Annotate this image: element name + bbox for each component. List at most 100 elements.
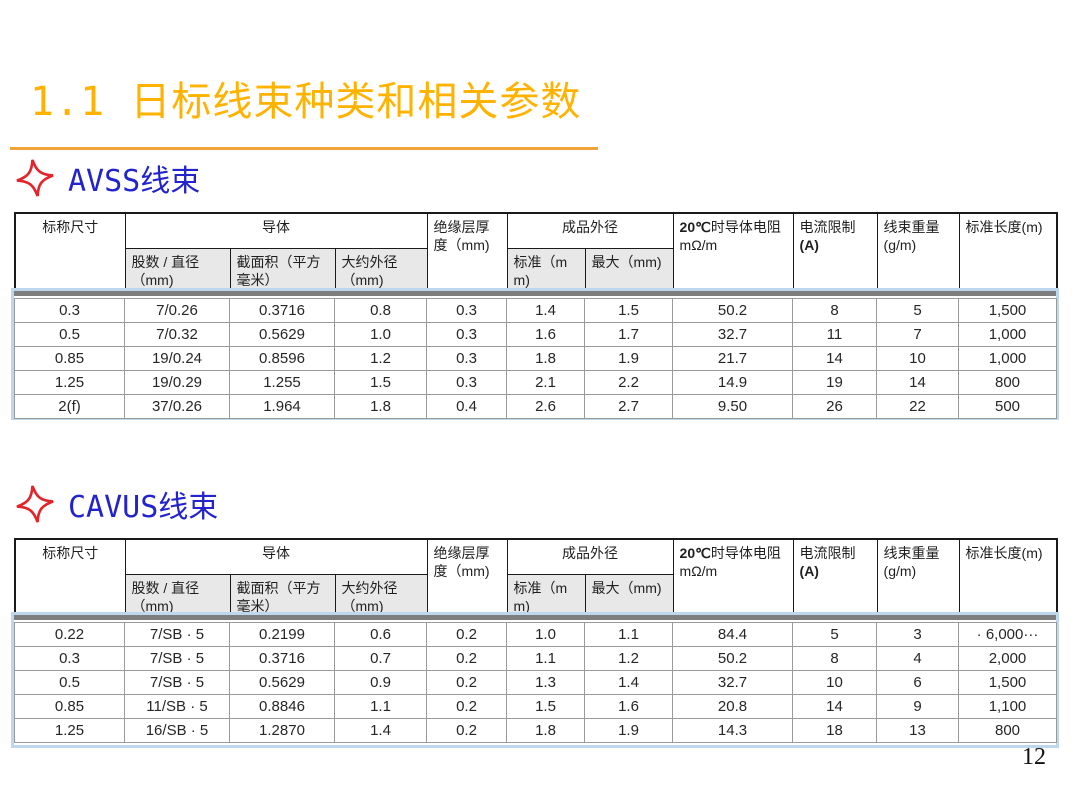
- table-cell: 1.2: [584, 646, 673, 671]
- table-cell: 14.3: [672, 718, 793, 743]
- table-cell: 7: [876, 322, 959, 347]
- table-cell: 1,000: [958, 322, 1057, 347]
- table-row: 0.5 7/SB · 5 0.5629 0.9 0.2 1.3 1.4 32.7 10 6 1,50…: [14, 670, 1057, 695]
- table-cell: 1.6: [584, 694, 673, 719]
- table-cell: 1.9: [584, 718, 673, 743]
- table-cell: 37/0.26: [124, 394, 230, 419]
- table-cell: 0.5629: [229, 670, 335, 695]
- table-row: 0.22 7/SB · 5 0.2199 0.6 0.2 1.0 1.1 84.4 5 3 · 6,…: [14, 622, 1057, 647]
- table-cell: 0.22: [14, 622, 125, 647]
- avss-data-box: 0.3 7/0.26 0.3716 0.8 0.3 1.4 1.5 50.2 8 5 1,500 0.…: [11, 288, 1059, 420]
- table-cell: 0.3: [14, 298, 125, 323]
- table-cell: 19/0.29: [124, 370, 230, 395]
- table-cell: 50.2: [672, 646, 793, 671]
- table-cell: 10: [876, 346, 959, 371]
- table-cell: 1.0: [506, 622, 585, 647]
- table-cell: 1.1: [584, 622, 673, 647]
- table-cell: 16/SB · 5: [124, 718, 230, 743]
- table-cell: 8: [792, 646, 877, 671]
- table-cell: 1.4: [334, 718, 427, 743]
- table-cell: 26: [792, 394, 877, 419]
- table-cell: 0.6: [334, 622, 427, 647]
- table-top-strip: [14, 291, 1056, 296]
- table-cell: 0.3716: [229, 646, 335, 671]
- table-cell: 1.8: [506, 718, 585, 743]
- table-cell: 18: [792, 718, 877, 743]
- avss-section-header: AVSS线束: [16, 156, 200, 200]
- finished-od-group-header: 成品外径: [506, 212, 674, 249]
- table-cell: 1.6: [506, 322, 585, 347]
- cavus-table: 标称尺寸 导体 绝缘层厚度（mm) 成品外径 20℃时导体电阻 mΩ/m 电流限制(A) 线束…: [11, 538, 1059, 748]
- table-cell: 0.3: [426, 370, 507, 395]
- table-cell: 14: [792, 694, 877, 719]
- star-icon: [16, 159, 54, 197]
- table-cell: 7/0.26: [124, 298, 230, 323]
- table-cell: 1.25: [14, 370, 125, 395]
- table-cell: 0.2199: [229, 622, 335, 647]
- table-cell: 19/0.24: [124, 346, 230, 371]
- avss-data-table: 0.3 7/0.26 0.3716 0.8 0.3 1.4 1.5 50.2 8 5 1,500 0.…: [14, 298, 1057, 419]
- table-cell: 0.8846: [229, 694, 335, 719]
- cavus-section-header: CAVUS线束: [16, 482, 218, 526]
- table-cell: 8: [792, 298, 877, 323]
- table-cell: 4: [876, 646, 959, 671]
- table-cell: 2,000: [958, 646, 1057, 671]
- table-cell: 22: [876, 394, 959, 419]
- avss-section-label: AVSS线束: [68, 164, 201, 199]
- table-cell: 1.5: [584, 298, 673, 323]
- cavus-data-table: 0.22 7/SB · 5 0.2199 0.6 0.2 1.0 1.1 84.4 5 3 · 6,…: [14, 622, 1057, 743]
- table-row: 1.25 16/SB · 5 1.2870 1.4 0.2 1.8 1.9 14.3 18 13 8…: [14, 718, 1057, 743]
- table-cell: 7/SB · 5: [124, 622, 230, 647]
- table-cell: 0.2: [426, 646, 507, 671]
- table-cell: 14: [876, 370, 959, 395]
- table-cell: 1,000: [958, 346, 1057, 371]
- table-cell: 6: [876, 670, 959, 695]
- table-cell: 84.4: [672, 622, 793, 647]
- table-cell: 0.7: [334, 646, 427, 671]
- table-cell: 1.5: [334, 370, 427, 395]
- table-cell: 11: [792, 322, 877, 347]
- table-cell: 0.8596: [229, 346, 335, 371]
- table-cell: 0.5: [14, 670, 125, 695]
- table-cell: 0.5: [14, 322, 125, 347]
- table-cell: 1.7: [584, 322, 673, 347]
- table-cell: 9: [876, 694, 959, 719]
- table-cell: 800: [958, 718, 1057, 743]
- table-cell: 2.7: [584, 394, 673, 419]
- table-cell: 5: [876, 298, 959, 323]
- table-cell: 7/SB · 5: [124, 646, 230, 671]
- table-row: 1.25 19/0.29 1.255 1.5 0.3 2.1 2.2 14.9 19 14 800: [14, 370, 1057, 395]
- table-cell: 1.964: [229, 394, 335, 419]
- star-icon: [16, 485, 54, 523]
- table-cell: 1.3: [506, 670, 585, 695]
- table-cell: 1,100: [958, 694, 1057, 719]
- table-cell: 1.5: [506, 694, 585, 719]
- table-cell: 0.4: [426, 394, 507, 419]
- table-cell: 1.8: [334, 394, 427, 419]
- table-row: 2(f) 37/0.26 1.964 1.8 0.4 2.6 2.7 9.50 26 22 500: [14, 394, 1057, 419]
- table-cell: 10: [792, 670, 877, 695]
- cavus-data-box: 0.22 7/SB · 5 0.2199 0.6 0.2 1.0 1.1 84.4 5 3 · 6,…: [11, 612, 1059, 748]
- table-cell: 32.7: [672, 322, 793, 347]
- table-cell: 3: [876, 622, 959, 647]
- table-cell: 7/0.32: [124, 322, 230, 347]
- table-cell: 50.2: [672, 298, 793, 323]
- table-cell: 500: [958, 394, 1057, 419]
- table-cell: 0.3: [14, 646, 125, 671]
- table-row: 0.85 11/SB · 5 0.8846 1.1 0.2 1.5 1.6 20.8 14 9 1,…: [14, 694, 1057, 719]
- table-cell: 0.85: [14, 694, 125, 719]
- page-title: 1.1 日标线束种类和相关参数: [30, 79, 582, 125]
- avss-table: 标称尺寸 导体 绝缘层厚度（mm) 成品外径 20℃时导体电阻 mΩ/m 电流限制(A) 线束…: [11, 212, 1059, 420]
- table-cell: 800: [958, 370, 1057, 395]
- table-cell: 2.2: [584, 370, 673, 395]
- table-cell: 32.7: [672, 670, 793, 695]
- table-cell: 13: [876, 718, 959, 743]
- table-cell: 0.2: [426, 670, 507, 695]
- table-cell: 1.255: [229, 370, 335, 395]
- table-cell: 0.3: [426, 322, 507, 347]
- table-cell: 1.4: [506, 298, 585, 323]
- table-cell: 7/SB · 5: [124, 670, 230, 695]
- table-cell: 1.1: [334, 694, 427, 719]
- table-cell: 1,500: [958, 298, 1057, 323]
